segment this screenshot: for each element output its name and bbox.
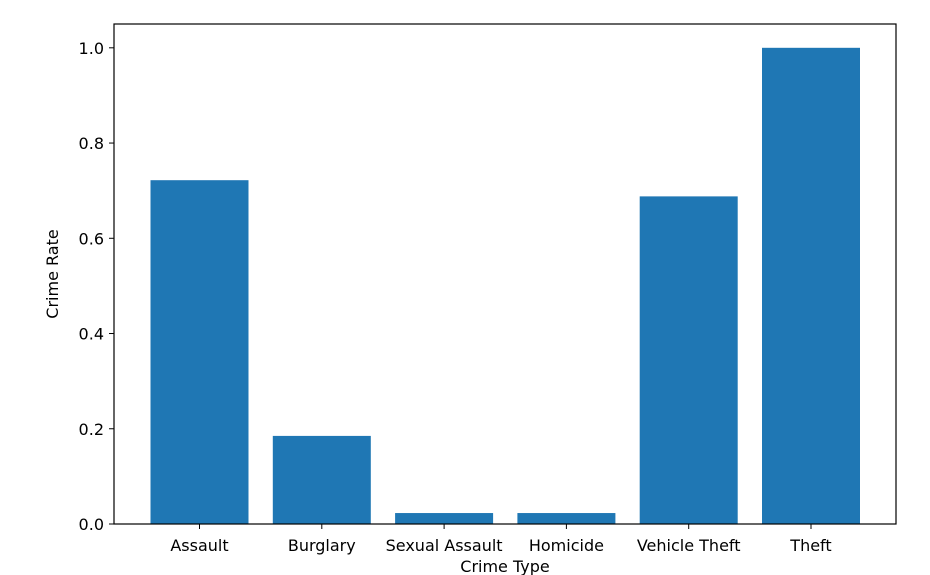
bar-burglary xyxy=(272,435,371,524)
bar-sexual-assault xyxy=(395,513,494,524)
x-tick-label: Homicide xyxy=(529,536,604,555)
y-axis-label: Crime Rate xyxy=(43,229,62,318)
bar-assault xyxy=(150,180,249,524)
y-tick-label: 0.4 xyxy=(79,325,104,344)
y-tick-label: 0.6 xyxy=(79,229,104,248)
bar-vehicle-theft xyxy=(639,196,738,524)
y-axis-ticks: 0.0 0.2 0.4 0.6 0.8 1.0 xyxy=(79,39,114,534)
y-tick-label: 0.8 xyxy=(79,134,104,153)
x-tick-label: Theft xyxy=(789,536,831,555)
bar-theft xyxy=(762,47,860,525)
bars-group xyxy=(150,47,860,525)
y-tick-label: 1.0 xyxy=(79,39,104,58)
bar-homicide xyxy=(517,513,616,524)
plot-frame xyxy=(113,23,897,525)
x-tick-label: Sexual Assault xyxy=(386,536,503,555)
x-axis-label: Crime Type xyxy=(460,557,549,575)
x-axis-ticks: Assault Burglary Sexual Assault Homicide Veh… xyxy=(170,524,832,555)
y-tick-label: 0.0 xyxy=(79,515,104,534)
y-tick-label: 0.2 xyxy=(79,420,104,439)
x-tick-label: Assault xyxy=(170,536,228,555)
x-tick-label: Burglary xyxy=(288,536,356,555)
x-tick-label: Vehicle Theft xyxy=(637,536,741,555)
